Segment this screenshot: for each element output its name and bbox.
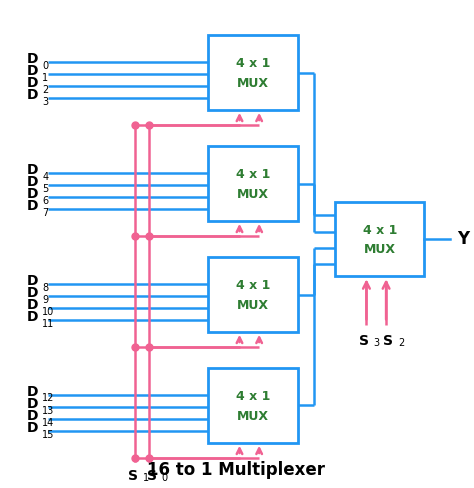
Text: Y: Y [457, 230, 470, 248]
Text: 7: 7 [42, 208, 48, 218]
Text: 4 x 1: 4 x 1 [236, 279, 270, 292]
Bar [208, 257, 298, 332]
Text: D: D [27, 310, 39, 325]
Text: 1: 1 [143, 473, 149, 483]
Text: 3: 3 [374, 338, 380, 348]
Text: D: D [27, 409, 39, 423]
Text: D: D [27, 77, 39, 90]
Text: D: D [27, 52, 39, 66]
Text: D: D [27, 274, 39, 288]
Text: D: D [27, 187, 39, 202]
Text: S: S [147, 469, 157, 484]
Text: D: D [27, 422, 39, 435]
Text: 5: 5 [42, 183, 48, 194]
Text: 0: 0 [162, 473, 168, 483]
Text: 15: 15 [42, 429, 55, 440]
Text: MUX: MUX [237, 409, 269, 423]
Text: D: D [27, 163, 39, 177]
Text: 11: 11 [42, 319, 55, 329]
Text: D: D [27, 175, 39, 189]
Text: 4: 4 [42, 172, 48, 182]
Text: 2: 2 [42, 85, 48, 95]
Text: D: D [27, 298, 39, 312]
Text: S: S [383, 334, 393, 348]
Text: D: D [27, 200, 39, 213]
Text: S: S [128, 469, 138, 484]
Bar [208, 146, 298, 221]
Text: 6: 6 [42, 196, 48, 205]
Text: S: S [359, 334, 369, 348]
Text: 1: 1 [42, 73, 48, 82]
Text: 4 x 1: 4 x 1 [236, 390, 270, 403]
Text: 16 to 1 Multiplexer: 16 to 1 Multiplexer [147, 461, 326, 479]
Text: D: D [27, 397, 39, 411]
Text: D: D [27, 286, 39, 300]
Text: 0: 0 [42, 61, 48, 71]
Text: MUX: MUX [237, 77, 269, 90]
Text: 12: 12 [42, 393, 55, 404]
Text: 4 x 1: 4 x 1 [236, 168, 270, 182]
Text: 2: 2 [398, 338, 404, 348]
Bar [208, 368, 298, 443]
Bar [208, 35, 298, 110]
Text: D: D [27, 385, 39, 399]
Text: 4 x 1: 4 x 1 [236, 58, 270, 70]
Text: 9: 9 [42, 295, 48, 305]
Bar [335, 202, 425, 276]
Text: D: D [27, 88, 39, 102]
Text: MUX: MUX [237, 188, 269, 201]
Text: MUX: MUX [364, 243, 396, 256]
Text: MUX: MUX [237, 299, 269, 312]
Text: 10: 10 [42, 306, 55, 317]
Text: 14: 14 [42, 418, 55, 427]
Text: 3: 3 [42, 97, 48, 107]
Text: 4 x 1: 4 x 1 [363, 224, 397, 237]
Text: D: D [27, 64, 39, 79]
Text: 13: 13 [42, 406, 55, 416]
Text: 8: 8 [42, 283, 48, 292]
